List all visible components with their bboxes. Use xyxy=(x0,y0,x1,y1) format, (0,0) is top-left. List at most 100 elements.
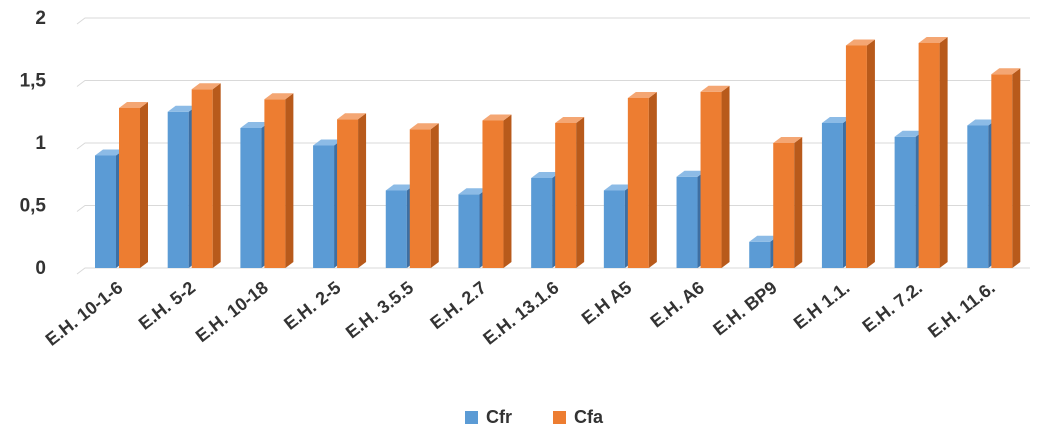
x-tick-label: E.H. 5-2 xyxy=(135,277,199,333)
bar-front xyxy=(482,120,504,268)
bar-top xyxy=(700,85,730,92)
bar-top xyxy=(167,105,197,112)
y-tick-label: 1 xyxy=(35,133,46,154)
bar-cfa-7 xyxy=(555,117,585,268)
legend-swatch-cfa xyxy=(553,411,566,424)
bar-cfa-4 xyxy=(337,113,367,268)
bar-side xyxy=(576,117,585,268)
y-tick-label: 2 xyxy=(35,8,46,29)
bar-cfa-8 xyxy=(627,92,657,268)
y-tick-label: 0,5 xyxy=(20,196,47,217)
bar-cfa-1 xyxy=(119,102,148,268)
bar-top xyxy=(240,122,270,128)
bar-top xyxy=(676,170,706,177)
bar-top xyxy=(918,37,948,43)
bar-cfa-13 xyxy=(991,68,1021,268)
bar-side xyxy=(939,37,948,268)
bar-front xyxy=(676,176,698,268)
bar-cfa-12 xyxy=(918,37,948,268)
bar-front xyxy=(264,99,286,268)
bar-top xyxy=(313,139,343,146)
bar-cfa-9 xyxy=(700,85,730,268)
bar-side xyxy=(430,123,439,268)
bar-front xyxy=(627,98,649,268)
x-tick-label: E.H. A6 xyxy=(647,277,708,331)
gridline xyxy=(76,80,1030,87)
bar-cfa-3 xyxy=(264,93,294,268)
bar-front xyxy=(458,194,480,268)
bar-top xyxy=(821,117,851,123)
bar-front xyxy=(95,155,116,268)
bar-side xyxy=(503,114,512,268)
bar-top xyxy=(385,184,415,191)
bar-top xyxy=(555,117,585,123)
bar-top xyxy=(119,102,148,108)
bar-top xyxy=(749,235,779,242)
bar-front xyxy=(240,128,262,268)
gridline xyxy=(76,267,1030,275)
bar-front xyxy=(337,119,359,268)
bar-top xyxy=(991,68,1021,75)
bars xyxy=(95,37,1021,268)
bar-top xyxy=(409,123,439,130)
bar-top xyxy=(482,114,512,121)
bar-front xyxy=(555,123,577,268)
bar-front xyxy=(918,43,940,268)
bar-cfa-10 xyxy=(773,137,803,268)
bar-cfa-11 xyxy=(845,39,875,268)
x-tick-label: E.H. 11.6. xyxy=(924,277,999,341)
bar-side xyxy=(866,39,875,268)
bar-front xyxy=(603,190,625,268)
bar-front xyxy=(967,125,989,268)
bar-side xyxy=(285,93,294,268)
bar-front xyxy=(385,190,407,268)
x-tick-label: E.H A5 xyxy=(578,277,636,328)
bar-front xyxy=(531,178,553,268)
bar-front xyxy=(991,74,1013,268)
bar-front xyxy=(313,145,335,268)
x-tick-label: E.H. 13.1.6 xyxy=(479,277,562,348)
bar-front xyxy=(845,45,867,268)
bar-front xyxy=(167,111,189,268)
bar-front xyxy=(749,241,771,268)
y-tick-label: 0 xyxy=(35,258,46,279)
bar-top xyxy=(264,93,294,100)
bar-top xyxy=(337,113,367,120)
legend-label-cfr: Cfr xyxy=(486,407,512,427)
legend-label-cfa: Cfa xyxy=(574,407,604,427)
bar-top xyxy=(627,92,657,98)
x-tick-label: E.H. 10-18 xyxy=(192,277,272,346)
bar-top xyxy=(603,184,633,191)
bar-cfa-5 xyxy=(409,123,439,268)
x-tick-label: E.H. 2.7 xyxy=(426,277,490,333)
x-axis-categories: E.H. 10-1-6 E.H. 5-2E.H. 10-18 E.H. 2-5 E.H… xyxy=(42,277,999,349)
bar-top xyxy=(95,149,124,156)
x-tick-label: E.H. 10-1-6 xyxy=(42,277,127,349)
legend: Cfr Cfa xyxy=(465,407,604,427)
bar-front xyxy=(409,129,431,268)
bar-top xyxy=(191,83,221,90)
bar-front xyxy=(773,143,795,268)
y-axis-ticks: 0 0,5 1 1,5 2 xyxy=(20,8,47,279)
bar-top xyxy=(967,119,997,126)
bar-top xyxy=(458,188,488,195)
bar-side xyxy=(1012,68,1021,268)
bar-side xyxy=(358,113,367,268)
bar-front xyxy=(894,136,916,268)
y-tick-label: 1,5 xyxy=(20,71,47,92)
bar-top xyxy=(894,130,924,137)
bar-top xyxy=(773,137,803,143)
bar-front xyxy=(821,123,843,268)
bar-side xyxy=(721,85,730,268)
legend-swatch-cfr xyxy=(465,411,478,424)
bar-front xyxy=(119,108,140,268)
x-tick-label: E.H. BP9 xyxy=(709,277,780,339)
x-tick-label: E.H. 2-5 xyxy=(280,277,344,333)
bar-front xyxy=(700,91,722,268)
gridline xyxy=(76,17,1030,25)
bar-side xyxy=(648,92,657,268)
x-tick-label: E.H. 7.2. xyxy=(859,277,926,336)
bar-side xyxy=(212,83,221,268)
bar-front xyxy=(191,89,213,268)
